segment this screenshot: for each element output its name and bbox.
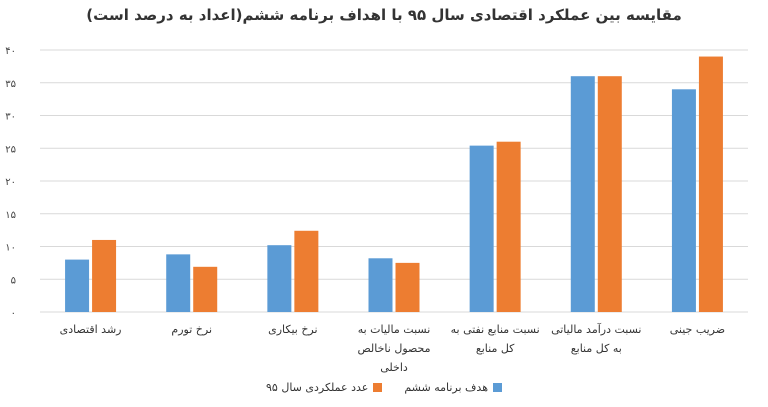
y-tick-label: ۲۵ — [5, 144, 16, 155]
bar-actual — [92, 239, 117, 312]
x-tick-label: محصول ناخالص — [357, 342, 430, 355]
y-tick-label: ۵ — [11, 275, 16, 286]
x-tick-label: نسبت مالیات به — [358, 323, 431, 336]
bar-target — [267, 245, 292, 312]
bar-actual — [193, 266, 218, 312]
legend-label: عدد عملکردی سال ۹۵ — [266, 381, 369, 394]
chart-title: مقایسه بین عملکرد اقتصادی سال ۹۵ با اهدا… — [86, 6, 682, 24]
x-tick-label: نسبت درآمد مالیاتی — [551, 322, 641, 336]
legend-swatch — [493, 383, 502, 392]
x-tick-label: ضریب جینی — [670, 323, 725, 336]
y-tick-label: ۱۰ — [5, 243, 16, 254]
bar-target — [368, 258, 393, 312]
bar-actual — [395, 262, 420, 312]
bar-target — [570, 76, 595, 312]
y-tick-label: ۴۰ — [5, 46, 16, 57]
x-tick-label: نرخ بیکاری — [268, 323, 317, 336]
x-tick-label: داخلی — [380, 361, 408, 374]
y-tick-label: ۲۰ — [5, 177, 16, 188]
legend-item: هدف برنامه ششم — [404, 381, 502, 394]
bar-target — [65, 259, 90, 312]
y-tick-label: ۳۵ — [5, 79, 16, 90]
bar-actual — [496, 141, 521, 312]
bar-actual — [698, 56, 723, 312]
y-tick-label: ۱۵ — [5, 210, 16, 221]
legend-item: عدد عملکردی سال ۹۵ — [266, 381, 383, 394]
x-tick-label: کل منابع — [476, 342, 515, 355]
bar-target — [166, 254, 191, 312]
x-tick-label: نرخ تورم — [171, 323, 212, 336]
bar-actual — [597, 76, 622, 312]
bar-target — [671, 89, 696, 312]
x-tick-label: نسبت منابع نفتی به — [451, 323, 540, 336]
y-tick-label: ۳۰ — [5, 112, 16, 123]
chart-legend: هدف برنامه ششم عدد عملکردی سال ۹۵ — [0, 381, 768, 394]
legend-label: هدف برنامه ششم — [404, 381, 488, 394]
bar-target — [469, 145, 494, 312]
legend-swatch — [373, 383, 383, 392]
y-tick-label: ۰ — [11, 308, 16, 319]
x-tick-label: به کل منابع — [571, 342, 622, 355]
bar-actual — [294, 230, 319, 312]
x-tick-label: رشد اقتصادی — [60, 323, 122, 336]
